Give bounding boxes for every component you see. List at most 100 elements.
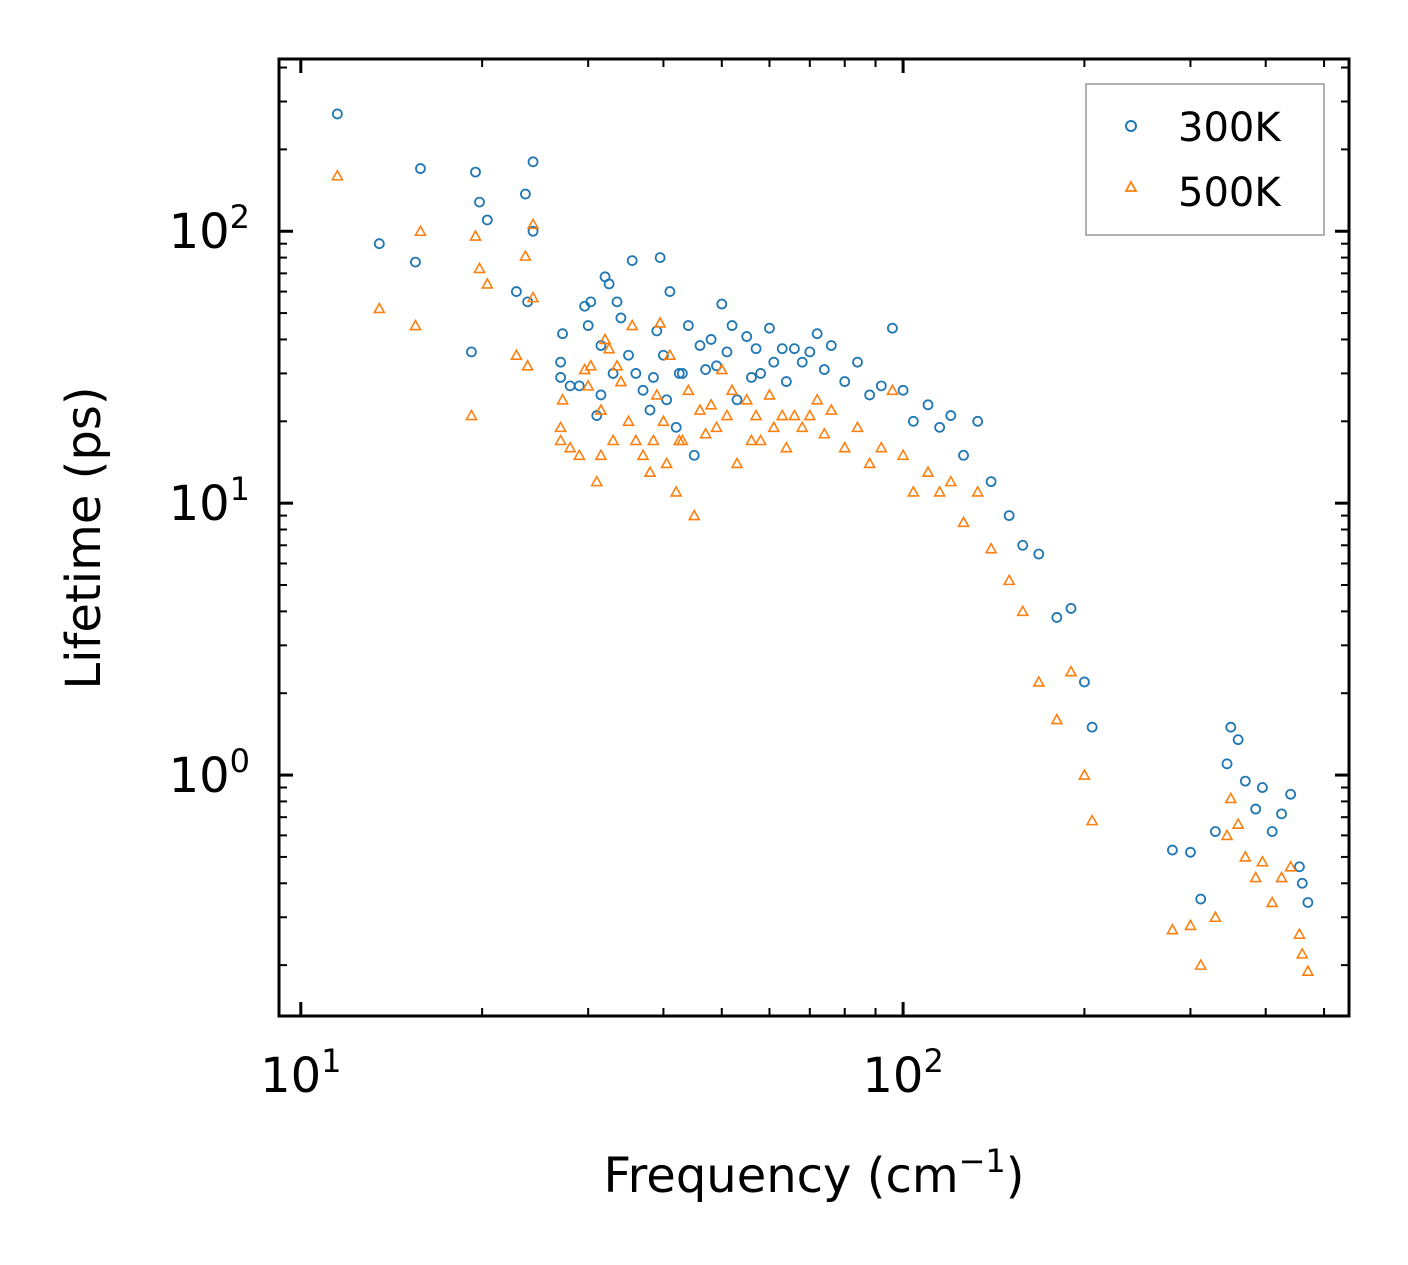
data-point-300k [410,256,421,268]
data-point-500k [984,542,998,554]
data-point-500k [710,420,723,433]
data-point-300k [839,376,851,387]
data-point-300k [1296,877,1308,889]
data-point-300k [746,372,757,383]
data-point-500k [1284,860,1297,872]
data-point-300k [1221,758,1233,770]
data-point-500k [810,393,824,405]
data-point-500k [1256,855,1269,867]
data-point-300k [682,320,694,331]
data-point-500k [663,348,677,361]
data-point-500k [740,393,754,405]
data-point-500k [1078,768,1091,780]
data-point-500k [572,448,586,461]
data-point-300k [1266,826,1278,837]
data-point-500k [1085,813,1099,826]
data-point-500k [838,441,852,453]
data-point-500k [372,301,386,314]
data-point-500k [730,456,744,469]
data-point-500k [851,420,864,433]
data-point-500k [1184,918,1197,931]
data-point-500k [1002,573,1016,586]
data-point-300k [582,320,594,331]
data-point-500k [647,433,660,446]
data-point-500k [1275,870,1288,883]
data-point-500k [1166,923,1179,935]
data-point-500k [473,261,486,274]
x-axis-title: Frequency (cm−1) [603,1142,1024,1204]
plot-frame [277,57,1351,1018]
data-point-500k [788,408,801,421]
data-point-500k [584,359,598,371]
data-point-500k [1238,850,1252,862]
data-point-500k [763,388,776,400]
data-point-300k [694,340,706,351]
data-point-500k [699,427,712,439]
data-point-500k [650,388,664,400]
data-point-300k [789,343,800,355]
data-point-300k [676,368,688,379]
data-point-500k [863,456,877,469]
data-point-500k [971,485,985,497]
data-point-500k [606,433,620,446]
data-point-500k [519,249,532,261]
data-point-300k [648,372,659,383]
data-point-300k [1167,844,1178,856]
data-point-300k [527,225,539,237]
data-point-300k [1065,603,1077,614]
data-point-300k [796,356,808,368]
data-point-500k [824,403,838,415]
data-point-500k [1194,958,1208,970]
data-point-500k [510,348,523,361]
data-point-500k [1224,791,1238,804]
data-point-500k [745,433,758,446]
data-point-300k [1250,803,1262,815]
data-point-500k [1209,910,1222,923]
data-point-300k [716,298,728,310]
data-point-500k [1220,828,1234,841]
data-point-300k [373,238,385,250]
data-point-300k [1225,721,1237,733]
data-point-500k [480,277,494,289]
data-point-500k [681,383,695,396]
data-point-500k [465,408,478,421]
data-point-500k [795,420,809,433]
data-point-500k [754,433,767,446]
data-point-500k [944,474,958,487]
data-point-500k [622,414,635,427]
data-point-300k [654,252,666,263]
data-point-300k [673,368,685,379]
data-point-300k [1033,548,1045,560]
data-point-300k [1294,861,1305,873]
data-point-500k [1064,665,1078,677]
legend-marker-500k [1124,180,1138,192]
data-point-300k [875,380,887,392]
data-point-300k [661,394,673,406]
data-point-300k [897,384,909,396]
data-point-500k [1016,604,1030,617]
data-point-300k [688,449,700,461]
data-point-300k [1239,775,1251,787]
data-point-500k [636,448,650,461]
data-point-500k [594,448,608,461]
data-point-300k [907,415,919,427]
data-point-300k [741,331,753,342]
data-point-300k [670,421,682,433]
y-axis-title: Lifetime (ps) [56,386,112,689]
data-point-300k [474,196,485,208]
data-point-500k [817,427,831,439]
data-point-300k [644,404,656,416]
data-point-500k [521,359,534,371]
data-point-500k [581,379,595,391]
series-500k [331,169,1315,976]
data-point-500k [409,318,422,331]
series-300k [331,108,1314,908]
legend-frame [1085,83,1325,236]
data-point-300k [811,328,823,340]
data-point-500k [1293,927,1306,939]
y-tick-label-10: 101 [169,470,250,532]
data-point-500k [1032,675,1046,687]
x-tick-label-10: 101 [260,1042,341,1104]
data-point-300k [1285,788,1297,800]
data-point-500k [1265,895,1279,908]
